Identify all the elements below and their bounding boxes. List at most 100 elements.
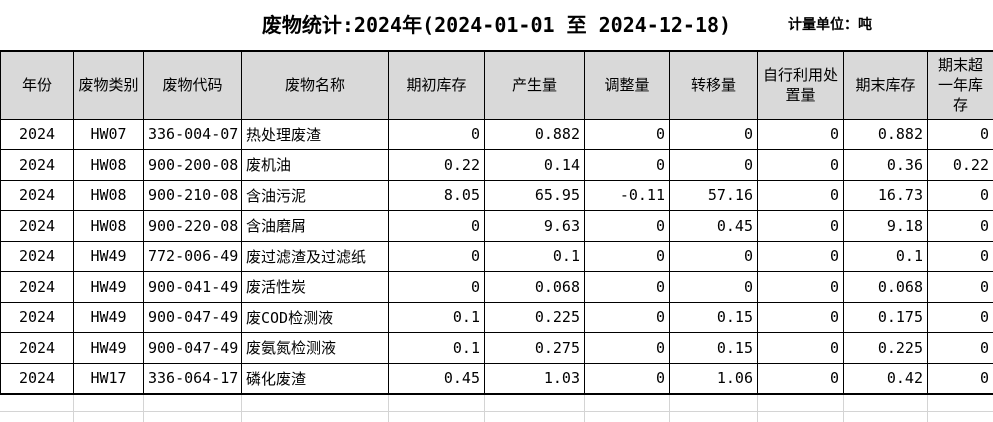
table-cell[interactable]: 0 bbox=[670, 272, 758, 303]
table-cell[interactable]: 9.18 bbox=[844, 211, 928, 242]
empty-sheet-cell[interactable] bbox=[241, 412, 388, 422]
table-cell[interactable]: 0 bbox=[928, 119, 993, 150]
table-cell[interactable]: HW49 bbox=[74, 302, 144, 333]
table-cell[interactable]: 0.14 bbox=[485, 150, 585, 181]
table-cell[interactable]: 0.22 bbox=[389, 150, 485, 181]
table-cell[interactable]: 0.15 bbox=[670, 333, 758, 364]
table-cell[interactable]: 0.15 bbox=[670, 302, 758, 333]
table-cell[interactable]: 65.95 bbox=[485, 180, 585, 211]
table-cell[interactable]: 0.1 bbox=[389, 302, 485, 333]
table-cell[interactable]: -0.11 bbox=[585, 180, 670, 211]
table-cell[interactable]: 900-047-49 bbox=[144, 333, 242, 364]
table-cell[interactable]: 0 bbox=[585, 119, 670, 150]
empty-sheet-cell[interactable] bbox=[388, 395, 484, 412]
table-cell[interactable]: 0 bbox=[585, 241, 670, 272]
table-cell[interactable]: 0 bbox=[928, 302, 993, 333]
table-cell[interactable]: 0 bbox=[585, 150, 670, 181]
table-cell[interactable]: 0 bbox=[928, 272, 993, 303]
table-cell[interactable]: 2024 bbox=[1, 180, 74, 211]
table-cell[interactable]: 2024 bbox=[1, 272, 74, 303]
table-cell[interactable]: 0.45 bbox=[670, 211, 758, 242]
table-cell[interactable]: 废氨氮检测液 bbox=[242, 333, 389, 364]
table-cell[interactable]: 0 bbox=[928, 211, 993, 242]
empty-sheet-cell[interactable] bbox=[927, 412, 993, 422]
table-cell[interactable]: 2024 bbox=[1, 211, 74, 242]
table-cell[interactable]: 0 bbox=[758, 272, 844, 303]
table-cell[interactable]: 0 bbox=[758, 119, 844, 150]
table-cell[interactable]: 含油污泥 bbox=[242, 180, 389, 211]
table-cell[interactable]: HW08 bbox=[74, 150, 144, 181]
table-cell[interactable]: 0.1 bbox=[844, 241, 928, 272]
empty-sheet-cell[interactable] bbox=[669, 395, 757, 412]
table-cell[interactable]: 2024 bbox=[1, 119, 74, 150]
table-cell[interactable]: 2024 bbox=[1, 150, 74, 181]
table-cell[interactable]: 1.03 bbox=[485, 363, 585, 394]
table-cell[interactable]: 2024 bbox=[1, 333, 74, 364]
empty-sheet-cell[interactable] bbox=[843, 412, 927, 422]
empty-sheet-cell[interactable] bbox=[484, 395, 584, 412]
table-cell[interactable]: 0 bbox=[670, 241, 758, 272]
table-cell[interactable]: 0 bbox=[758, 150, 844, 181]
table-cell[interactable]: 900-200-08 bbox=[144, 150, 242, 181]
table-cell[interactable]: 0.1 bbox=[389, 333, 485, 364]
table-cell[interactable]: HW49 bbox=[74, 333, 144, 364]
table-cell[interactable]: 0.882 bbox=[485, 119, 585, 150]
table-cell[interactable]: 0.068 bbox=[844, 272, 928, 303]
table-cell[interactable]: 0.225 bbox=[844, 333, 928, 364]
table-cell[interactable]: 16.73 bbox=[844, 180, 928, 211]
empty-sheet-cell[interactable] bbox=[143, 412, 241, 422]
table-cell[interactable]: 0.068 bbox=[485, 272, 585, 303]
table-cell[interactable]: 0.275 bbox=[485, 333, 585, 364]
table-cell[interactable]: 0 bbox=[928, 180, 993, 211]
table-cell[interactable]: 900-220-08 bbox=[144, 211, 242, 242]
table-cell[interactable]: 0 bbox=[758, 211, 844, 242]
empty-sheet-cell[interactable] bbox=[669, 412, 757, 422]
table-cell[interactable]: 0 bbox=[758, 333, 844, 364]
table-cell[interactable]: 0 bbox=[758, 241, 844, 272]
table-cell[interactable]: 0 bbox=[758, 180, 844, 211]
empty-sheet-cell[interactable] bbox=[0, 412, 73, 422]
table-cell[interactable]: HW08 bbox=[74, 211, 144, 242]
table-cell[interactable]: 0 bbox=[928, 333, 993, 364]
empty-sheet-cell[interactable] bbox=[143, 395, 241, 412]
empty-sheet-cell[interactable] bbox=[241, 395, 388, 412]
empty-sheet-cell[interactable] bbox=[757, 395, 843, 412]
table-cell[interactable]: 废活性炭 bbox=[242, 272, 389, 303]
table-cell[interactable]: 1.06 bbox=[670, 363, 758, 394]
table-cell[interactable]: 0 bbox=[389, 241, 485, 272]
empty-sheet-cell[interactable] bbox=[73, 412, 143, 422]
empty-sheet-cell[interactable] bbox=[388, 412, 484, 422]
table-cell[interactable]: 热处理废渣 bbox=[242, 119, 389, 150]
empty-sheet-cell[interactable] bbox=[484, 412, 584, 422]
table-cell[interactable]: 0.225 bbox=[485, 302, 585, 333]
table-cell[interactable]: HW49 bbox=[74, 241, 144, 272]
table-cell[interactable]: 772-006-49 bbox=[144, 241, 242, 272]
table-cell[interactable]: HW49 bbox=[74, 272, 144, 303]
table-cell[interactable]: HW08 bbox=[74, 180, 144, 211]
table-cell[interactable]: 57.16 bbox=[670, 180, 758, 211]
table-cell[interactable]: 336-004-07 bbox=[144, 119, 242, 150]
table-cell[interactable]: 0 bbox=[758, 363, 844, 394]
table-cell[interactable]: 0 bbox=[389, 119, 485, 150]
table-cell[interactable]: 废机油 bbox=[242, 150, 389, 181]
table-cell[interactable]: 含油磨屑 bbox=[242, 211, 389, 242]
table-cell[interactable]: 0 bbox=[928, 241, 993, 272]
empty-sheet-cell[interactable] bbox=[584, 412, 669, 422]
table-cell[interactable]: 0 bbox=[389, 211, 485, 242]
table-cell[interactable]: 0.45 bbox=[389, 363, 485, 394]
empty-sheet-cell[interactable] bbox=[927, 395, 993, 412]
empty-sheet-cell[interactable] bbox=[0, 395, 73, 412]
table-cell[interactable]: 2024 bbox=[1, 363, 74, 394]
empty-sheet-cell[interactable] bbox=[757, 412, 843, 422]
table-cell[interactable]: 磷化废渣 bbox=[242, 363, 389, 394]
table-cell[interactable]: 0.882 bbox=[844, 119, 928, 150]
table-cell[interactable]: 0 bbox=[585, 302, 670, 333]
table-cell[interactable]: 0 bbox=[928, 363, 993, 394]
table-cell[interactable]: 0 bbox=[670, 150, 758, 181]
empty-sheet-cell[interactable] bbox=[843, 395, 927, 412]
table-cell[interactable]: 废COD检测液 bbox=[242, 302, 389, 333]
table-cell[interactable]: 0.22 bbox=[928, 150, 993, 181]
table-cell[interactable]: 0.1 bbox=[485, 241, 585, 272]
table-cell[interactable]: 0 bbox=[758, 302, 844, 333]
table-cell[interactable]: 0.175 bbox=[844, 302, 928, 333]
